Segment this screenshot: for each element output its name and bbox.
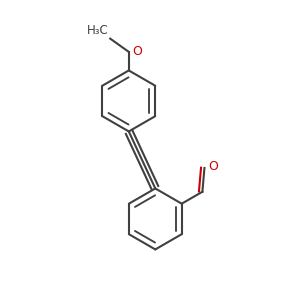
Text: O: O [132, 45, 142, 58]
Text: O: O [208, 160, 218, 173]
Text: H₃C: H₃C [87, 24, 109, 37]
